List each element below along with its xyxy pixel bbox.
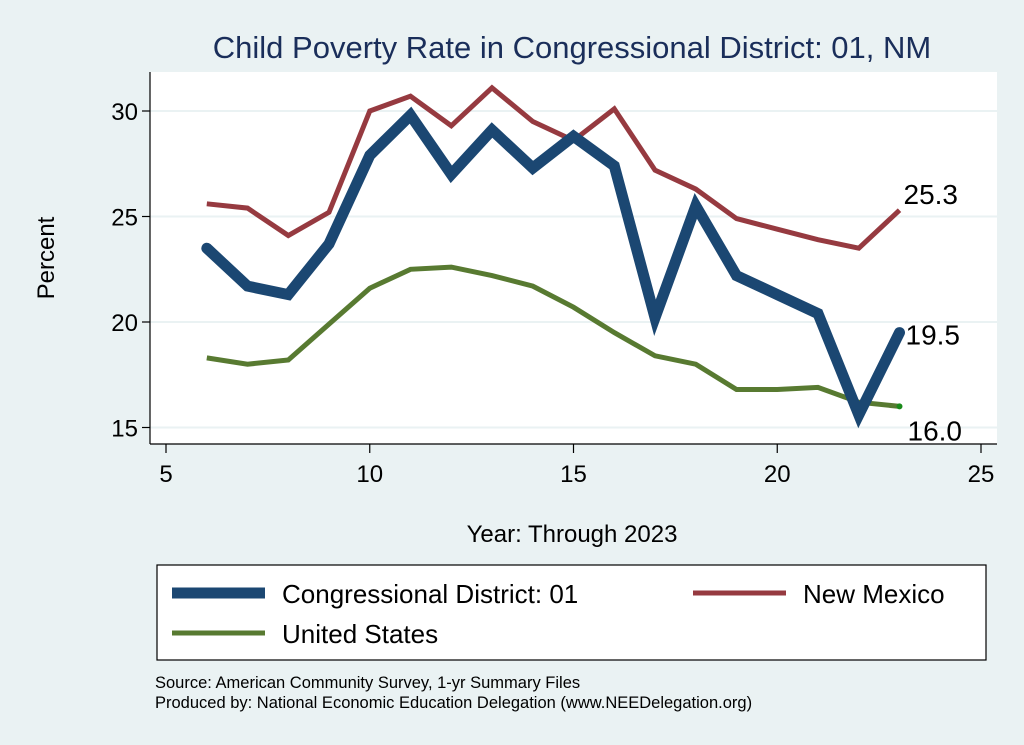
x-tick-label: 15 xyxy=(560,461,587,488)
x-tick-label: 25 xyxy=(968,461,995,488)
legend: Congressional District: 01 New Mexico Un… xyxy=(156,564,987,661)
legend-box xyxy=(156,564,987,661)
x-tick-label: 10 xyxy=(356,461,383,488)
end-label-nm: 25.3 xyxy=(904,179,959,210)
legend-label-nm: New Mexico xyxy=(803,579,945,609)
y-tick-label: 20 xyxy=(111,310,138,337)
y-tick-label: 25 xyxy=(111,205,138,232)
y-axis-title: Percent xyxy=(33,216,60,299)
end-labels: 19.5 25.3 16.0 xyxy=(904,179,963,446)
legend-label-us: United States xyxy=(282,619,438,649)
end-label-cd: 19.5 xyxy=(906,320,961,351)
legend-label-cd: Congressional District: 01 xyxy=(282,579,578,609)
end-label-us: 16.0 xyxy=(908,415,963,446)
series-line-cd xyxy=(201,106,905,429)
source-note: Source: American Community Survey, 1-yr … xyxy=(155,674,580,692)
series-lines xyxy=(201,84,905,429)
y-tick-label: 30 xyxy=(111,99,138,126)
x-tick-label: 20 xyxy=(764,461,791,488)
x-tick-label: 5 xyxy=(159,461,172,488)
us-end-marker xyxy=(896,403,903,410)
x-axis-title: Year: Through 2023 xyxy=(467,521,678,548)
series-line-us xyxy=(206,264,900,409)
gridlines xyxy=(150,110,997,429)
producer-note: Produced by: National Economic Education… xyxy=(155,694,752,712)
y-tick-label: 15 xyxy=(111,416,138,443)
axes: 15 20 25 30 5 10 15 20 25 xyxy=(111,72,997,488)
chart-title: Child Poverty Rate in Congressional Dist… xyxy=(213,30,931,65)
series-line-nm xyxy=(206,84,902,251)
